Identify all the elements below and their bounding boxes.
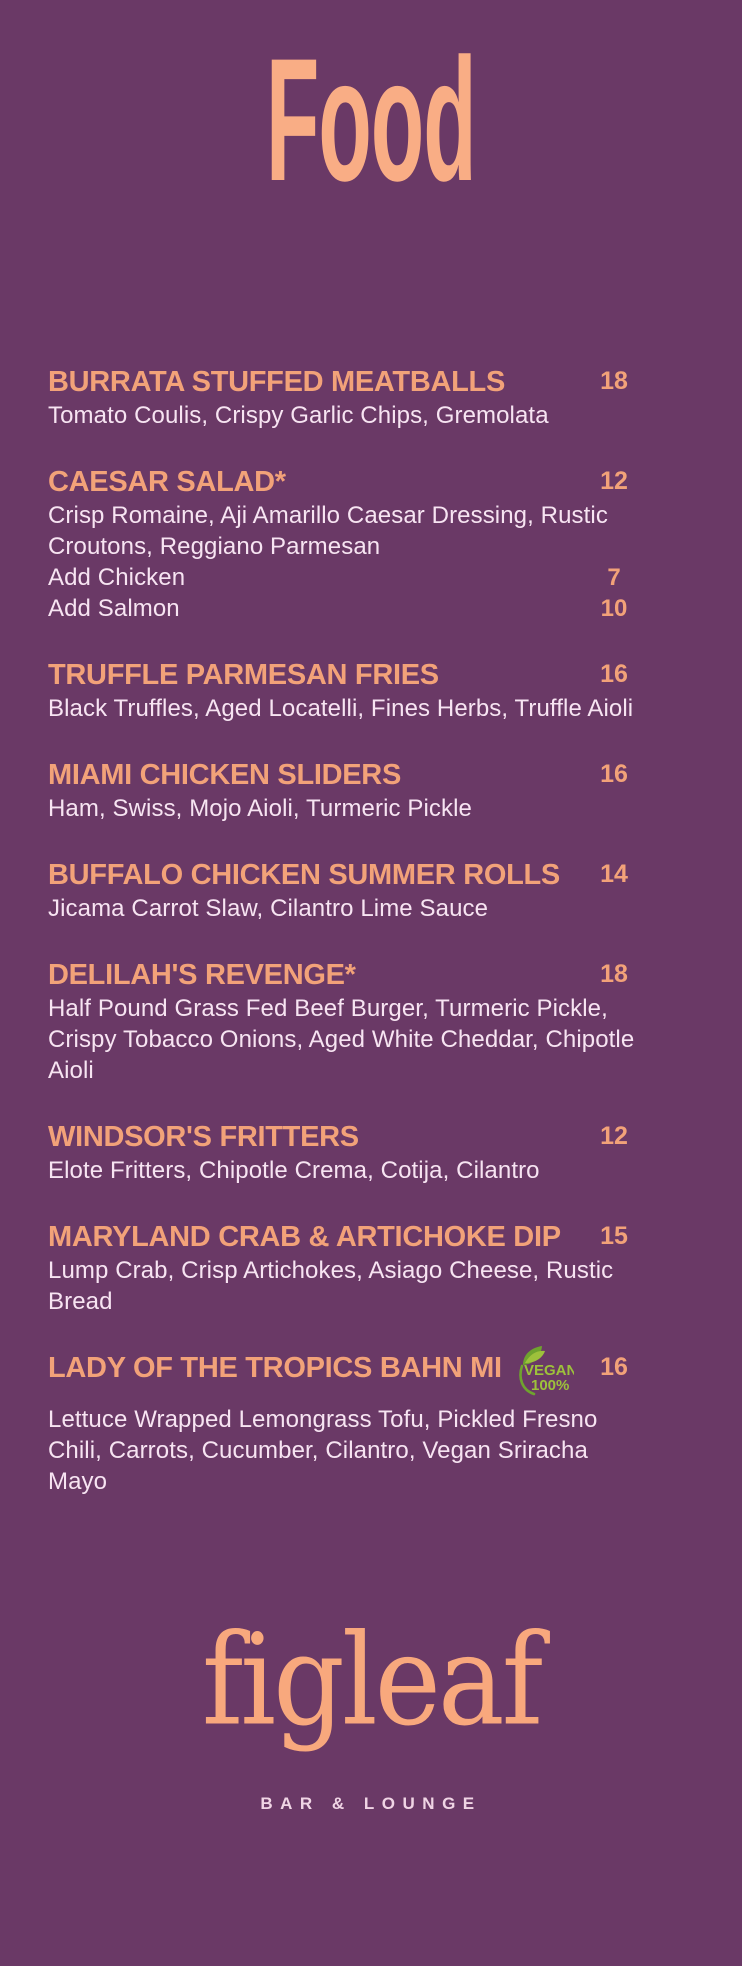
item-description: Jicama Carrot Slaw, Cilantro Lime Sauce xyxy=(48,895,489,922)
addon-add-salmon: Add Salmon 10 xyxy=(48,593,642,624)
item-price: 16 xyxy=(600,1353,628,1381)
menu-item-caesar-salad: CAESAR SALAD* 12 Crisp Romaine, Aji Amar… xyxy=(48,464,642,624)
item-description: Ham, Swiss, Mojo Aioli, Turmeric Pickle xyxy=(48,795,472,822)
item-price: 12 xyxy=(600,467,628,495)
item-name: MARYLAND CRAB & ARTICHOKE DIP xyxy=(48,1221,561,1253)
item-description: Black Truffles, Aged Locatelli, Fines He… xyxy=(48,695,634,722)
menu-item-delilahs-revenge: DELILAH'S REVENGE* 18 Half Pound Grass F… xyxy=(48,957,642,1086)
svg-text:VEGAN: VEGAN xyxy=(524,1362,574,1379)
menu-item-windsors-fritters: WINDSOR'S FRITTERS 12 Elote Fritters, Ch… xyxy=(48,1119,642,1186)
menu-section-title: Food xyxy=(266,23,477,218)
item-name: CAESAR SALAD* xyxy=(48,466,286,498)
item-description: Tomato Coulis, Crispy Garlic Chips, Grem… xyxy=(48,402,549,429)
item-price: 12 xyxy=(600,1122,628,1150)
item-name: MIAMI CHICKEN SLIDERS xyxy=(48,759,401,791)
menu-item-burrata-stuffed-meatballs: BURRATA STUFFED MEATBALLS 18 Tomato Coul… xyxy=(48,364,642,431)
item-head: DELILAH'S REVENGE* 18 xyxy=(48,957,642,993)
item-price: 14 xyxy=(600,860,628,888)
addon-label: Add Salmon xyxy=(48,595,180,622)
item-price: 16 xyxy=(600,760,628,788)
item-name: DELILAH'S REVENGE* xyxy=(48,959,356,991)
item-price: 16 xyxy=(600,660,628,688)
menu-item-maryland-crab-artichoke-dip: MARYLAND CRAB & ARTICHOKE DIP 15 Lump Cr… xyxy=(48,1219,642,1317)
addon-add-chicken: Add Chicken 7 xyxy=(48,562,642,593)
item-price: 18 xyxy=(600,960,628,988)
figleaf-logo: figleaf xyxy=(201,1608,543,1754)
menu-item-buffalo-chicken-summer-rolls: BUFFALO CHICKEN SUMMER ROLLS 14 Jicama C… xyxy=(48,857,642,924)
vegan-100-icon: VEGAN 100% xyxy=(518,1346,574,1396)
item-description: Crisp Romaine, Aji Amarillo Caesar Dress… xyxy=(48,502,608,560)
item-name: LADY OF THE TROPICS BAHN MI xyxy=(48,1352,502,1384)
menu-item-miami-chicken-sliders: MIAMI CHICKEN SLIDERS 16 Ham, Swiss, Moj… xyxy=(48,757,642,824)
footer-branding: figleaf BAR & LOUNGE xyxy=(0,1606,742,1814)
addon-price: 7 xyxy=(607,564,621,591)
menu-item-truffle-parmesan-fries: TRUFFLE PARMESAN FRIES 16 Black Truffles… xyxy=(48,657,642,724)
footer-tagline: BAR & LOUNGE xyxy=(260,1794,482,1813)
addon-label: Add Chicken xyxy=(48,564,186,591)
item-price: 18 xyxy=(600,367,628,395)
menu-item-lady-of-the-tropics-bahn-mi: LADY OF THE TROPICS BAHN MI VEGAN 100% 1… xyxy=(48,1346,642,1497)
item-head: BUFFALO CHICKEN SUMMER ROLLS 14 xyxy=(48,857,642,893)
item-description: Lump Crab, Crisp Artichokes, Asiago Chee… xyxy=(48,1257,614,1315)
item-name: BURRATA STUFFED MEATBALLS xyxy=(48,366,505,398)
item-head: MARYLAND CRAB & ARTICHOKE DIP 15 xyxy=(48,1219,642,1255)
item-description: Half Pound Grass Fed Beef Burger, Turmer… xyxy=(48,995,635,1084)
item-head: TRUFFLE PARMESAN FRIES 16 xyxy=(48,657,642,693)
item-head: BURRATA STUFFED MEATBALLS 18 xyxy=(48,364,642,400)
item-head: LADY OF THE TROPICS BAHN MI VEGAN 100% 1… xyxy=(48,1346,642,1404)
food-menu-list: BURRATA STUFFED MEATBALLS 18 Tomato Coul… xyxy=(0,196,742,1497)
item-name: WINDSOR'S FRITTERS xyxy=(48,1121,359,1153)
item-description: Elote Fritters, Chipotle Crema, Cotija, … xyxy=(48,1157,540,1184)
item-price: 15 xyxy=(600,1222,628,1250)
page-title: Food xyxy=(0,23,742,218)
item-description: Lettuce Wrapped Lemongrass Tofu, Pickled… xyxy=(48,1406,598,1495)
item-head: MIAMI CHICKEN SLIDERS 16 xyxy=(48,757,642,793)
addon-price: 10 xyxy=(600,595,628,622)
item-name: BUFFALO CHICKEN SUMMER ROLLS xyxy=(48,859,560,891)
item-head: WINDSOR'S FRITTERS 12 xyxy=(48,1119,642,1155)
svg-text:100%: 100% xyxy=(531,1377,569,1394)
item-name: TRUFFLE PARMESAN FRIES xyxy=(48,659,439,691)
item-head: CAESAR SALAD* 12 xyxy=(48,464,642,500)
